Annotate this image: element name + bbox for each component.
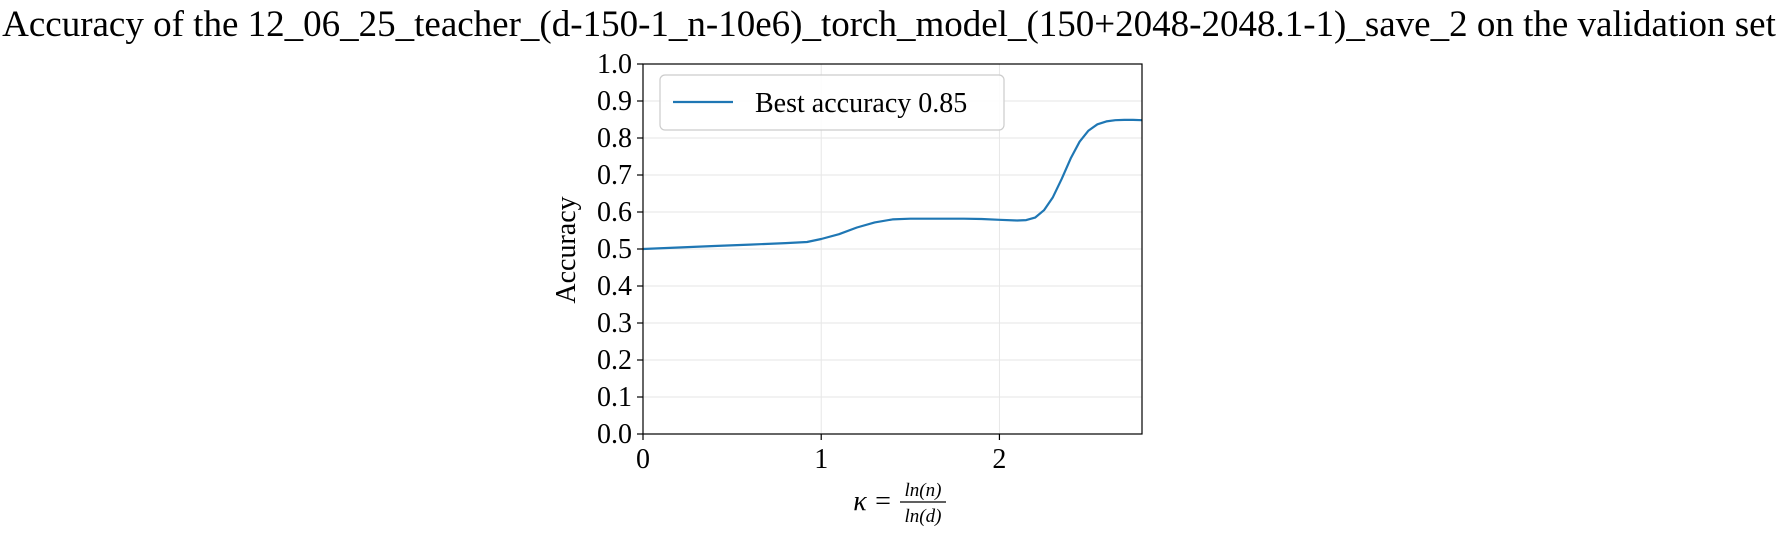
x-axis-label-symbol: κ xyxy=(853,486,867,517)
y-tick-label-3: 0.3 xyxy=(597,308,632,339)
x-tick-label-1: 1 xyxy=(814,444,828,475)
y-tick-label-8: 0.8 xyxy=(597,123,632,154)
legend-box xyxy=(659,74,1005,131)
x-axis-label: κ = ln(n) ln(d) xyxy=(853,480,946,527)
y-tick-label-4: 0.4 xyxy=(597,271,632,302)
y-axis: 0.0 0.1 0.2 0.3 0.4 0.5 0.6 0.7 0.8 0.9 1.0 xyxy=(597,49,643,450)
x-axis-label-numerator: ln(n) xyxy=(905,480,942,501)
x-tick-label-2: 2 xyxy=(992,444,1006,475)
y-tick-label-0: 0.0 xyxy=(597,419,632,450)
chart-title: Accuracy of the 12_06_25_teacher_(d-150-… xyxy=(2,4,1776,45)
legend: Best accuracy 0.85 xyxy=(659,74,1005,131)
y-tick-label-6: 0.6 xyxy=(597,197,632,228)
y-tick-label-10: 1.0 xyxy=(597,49,632,80)
x-axis: 0 1 2 xyxy=(636,434,1006,475)
y-tick-label-1: 0.1 xyxy=(597,382,632,413)
y-tick-label-9: 0.9 xyxy=(597,86,632,117)
legend-label: Best accuracy 0.85 xyxy=(755,88,967,119)
y-tick-label-2: 0.2 xyxy=(597,345,632,376)
series-line-best-accuracy xyxy=(642,118,1143,251)
y-tick-label-5: 0.5 xyxy=(597,234,632,265)
x-axis-label-denominator: ln(d) xyxy=(905,506,942,527)
y-tick-label-7: 0.7 xyxy=(597,160,632,191)
x-axis-label-equals: = xyxy=(875,486,891,517)
x-tick-label-0: 0 xyxy=(636,444,650,475)
y-axis-label: Accuracy xyxy=(551,196,582,303)
